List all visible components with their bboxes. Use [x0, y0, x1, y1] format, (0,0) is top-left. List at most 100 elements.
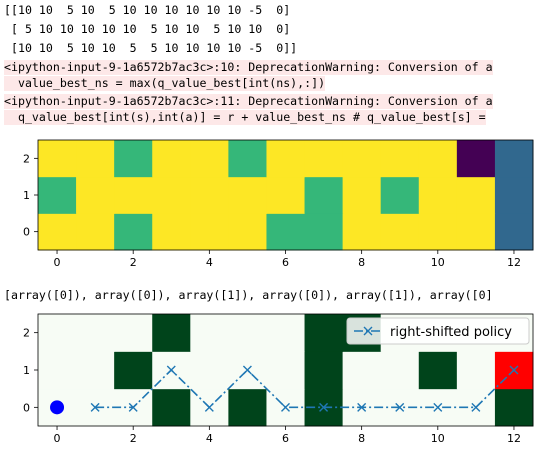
- grid-cell-wall: [114, 351, 153, 390]
- heatmap-cell: [38, 140, 77, 178]
- heatmap-cell: [380, 176, 420, 214]
- grid-cell-free: [114, 314, 153, 352]
- heatmap-cell: [418, 140, 458, 178]
- x-tick-label: 6: [282, 256, 289, 269]
- grid-cell-wall: [494, 388, 534, 427]
- heatmap-cell: [266, 213, 306, 251]
- warning-line: value_best_ns = max(q_value_best[int(ns)…: [4, 76, 326, 91]
- heatmap-cell: [304, 140, 344, 178]
- heatmap-cell: [266, 140, 306, 178]
- heatmap-cell: [342, 176, 382, 214]
- x-tick-label: 12: [507, 432, 521, 445]
- heatmap-cell: [228, 176, 267, 214]
- heatmap-cell: [38, 176, 77, 214]
- grid-cell-free: [380, 351, 420, 390]
- policy-point: [128, 402, 138, 412]
- heatmap-cell: [418, 213, 458, 251]
- y-tick-label: 1: [23, 189, 30, 202]
- legend-marker: [363, 326, 373, 336]
- x-tick-label: 4: [206, 432, 213, 445]
- heatmap-cell: [228, 213, 267, 251]
- x-tick-label: 4: [206, 256, 213, 269]
- heatmap-cell: [228, 140, 267, 178]
- heatmap-cell: [76, 176, 115, 214]
- policy-point: [204, 402, 214, 412]
- grid-cell-free: [76, 314, 115, 352]
- policy-point: [90, 402, 100, 412]
- policy-point: [395, 402, 405, 412]
- x-tick-label: 8: [358, 256, 365, 269]
- grid-cell-free: [456, 351, 496, 390]
- grid-cell-free: [190, 351, 229, 390]
- x-tick-label: 10: [431, 432, 445, 445]
- x-tick-label: 12: [507, 256, 521, 269]
- plot-frame: [37, 139, 534, 251]
- policy-point: [509, 365, 519, 375]
- grid-cell-free: [342, 351, 382, 390]
- array-line: [ 5 10 10 10 10 10 5 10 10 5 10 10 0]: [4, 22, 291, 36]
- heatmap-cell: [304, 176, 344, 214]
- legend-box: [346, 317, 530, 345]
- plot-frame: [37, 313, 534, 427]
- x-tick-label: 2: [130, 256, 137, 269]
- grid-cell-free: [228, 314, 267, 352]
- heatmap-cell: [190, 213, 229, 251]
- heatmap-cell: [38, 213, 77, 251]
- heatmap-cell: [494, 213, 534, 251]
- grid-cell-free: [266, 351, 306, 390]
- heatmap-cell: [380, 213, 420, 251]
- heatmap-cell: [152, 213, 191, 251]
- grid-cell-wall: [418, 351, 458, 390]
- grid-cell-wall: [228, 388, 267, 427]
- grid-cell-free: [190, 314, 229, 352]
- heatmap-cell: [114, 140, 153, 178]
- policy-output-line: [array([0]), array([0]), array([1]), arr…: [4, 288, 493, 302]
- heatmap-cell: [456, 140, 496, 178]
- heatmap-cell: [342, 213, 382, 251]
- heatmap-cell: [266, 176, 306, 214]
- policy-point: [242, 365, 252, 375]
- grid-cell-wall: [152, 388, 191, 427]
- array-line: [[10 10 5 10 5 10 10 10 10 10 10 -5 0]: [4, 3, 291, 17]
- grid-cell-wall: [304, 351, 344, 390]
- grid-cell-free: [38, 314, 77, 352]
- warning-line: <ipython-input-9-1a6572b7ac3c>:10: Depre…: [4, 60, 493, 75]
- grid-cell-wall: [304, 314, 344, 352]
- grid-cell-free: [266, 314, 306, 352]
- grid-cell-free: [38, 351, 77, 390]
- start-marker: [50, 400, 65, 415]
- heatmap-cell: [456, 176, 496, 214]
- heatmap-cell: [342, 140, 382, 178]
- y-tick-label: 2: [23, 327, 30, 340]
- heatmap-cell: [494, 176, 534, 214]
- heatmap-cell: [190, 176, 229, 214]
- policy-point: [471, 402, 481, 412]
- policy-point: [281, 402, 290, 412]
- y-tick-label: 1: [23, 364, 30, 377]
- warning-line: q_value_best[int(s),int(a)] = r + value_…: [4, 110, 486, 125]
- legend-label: right-shifted policy: [390, 325, 512, 340]
- policy-point: [166, 365, 176, 375]
- heatmap-cell: [76, 213, 115, 251]
- y-tick-label: 0: [23, 401, 30, 414]
- array-line: [10 10 5 10 10 5 5 10 10 10 10 -5 0]]: [4, 41, 298, 55]
- heatmap-cell: [418, 176, 458, 214]
- policy-point: [433, 402, 443, 412]
- heatmap-cell: [456, 213, 496, 251]
- heatmap-cell: [114, 213, 153, 251]
- heatmap-cell: [114, 176, 153, 214]
- x-tick-label: 2: [130, 432, 137, 445]
- heatmap-cell: [190, 140, 229, 178]
- x-tick-label: 0: [54, 256, 61, 269]
- x-tick-label: 6: [282, 432, 289, 445]
- heatmap-cell: [380, 140, 420, 178]
- legend: right-shifted policy: [346, 317, 530, 345]
- x-tick-label: 10: [431, 256, 445, 269]
- heatmap-cell: [76, 140, 115, 178]
- heatmap-cell: [152, 140, 191, 178]
- x-tick-label: 0: [54, 432, 61, 445]
- policy-line: [95, 368, 515, 409]
- heatmap-cell: [304, 213, 344, 251]
